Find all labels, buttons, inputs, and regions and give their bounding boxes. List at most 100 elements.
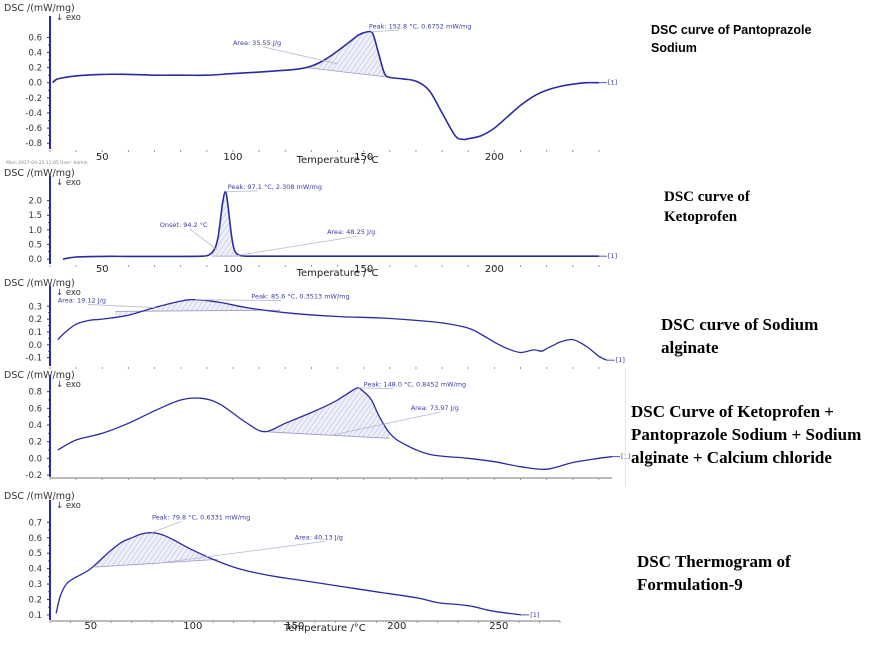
y-tick-label: 0.0 <box>28 341 42 351</box>
x-tick-label: 200 <box>387 621 406 632</box>
annotation-label: Peak: 148.0 °C, 0.8452 mW/mg <box>364 381 467 389</box>
x-tick-label: 150 <box>285 621 304 632</box>
annotation-label: Peak: 85.6 °C, 0.3513 mW/mg <box>251 293 349 301</box>
caption-sodium-alginate: DSC curve of Sodium alginate <box>661 315 819 357</box>
exo-direction-label: ↓ exo <box>56 501 81 511</box>
mixture-panel-border <box>625 368 626 486</box>
x-tick-label: 50 <box>84 621 97 632</box>
y-tick-label: -0.2 <box>25 94 42 104</box>
annotation-label: Peak: 79.8 °C, 0.6331 mW/mg <box>152 513 250 521</box>
integrated-peak-area <box>94 532 218 568</box>
peak-baseline <box>306 67 385 78</box>
annotation-leader-line <box>370 29 399 33</box>
x-tick-label: 100 <box>223 152 242 163</box>
y-tick-label: 0.6 <box>28 534 42 544</box>
dsc-curve <box>57 298 608 361</box>
y-tick-label: 2.0 <box>28 197 42 207</box>
dsc-chart-pantoprazole: DSC /(mW/mg)↓ exo 0.6 0.4 0.2 0.0 -0.2 -0.4 -0.… <box>4 3 617 166</box>
y-tick-label: 0.0 <box>28 454 42 464</box>
caption-mixture: DSC Curve of Ketoprofen + Pantoprazole S… <box>631 402 862 467</box>
annotation-label: Area: 40.13 J/g <box>295 533 343 541</box>
exo-direction-label: ↓ exo <box>56 380 81 390</box>
y-tick-label: 0.3 <box>28 580 42 590</box>
annotation-leader-line <box>189 228 219 251</box>
y-tick-label: -0.6 <box>25 124 42 134</box>
y-tick-label: 0.2 <box>28 595 42 605</box>
annotation-label: Area: 48.25 J/g <box>327 228 375 236</box>
dsc-curve <box>52 30 599 141</box>
annotation-leader-line <box>87 304 155 308</box>
annotation-leader-line <box>262 46 338 65</box>
dsc-panel-formulation-9: DSC /(mW/mg) ↓ exo 0.7 0.6 0.5 0.4 0.3 0.2 0.1 50… <box>0 488 620 646</box>
y-tick-label: 0.4 <box>28 421 42 431</box>
dsc-curve <box>55 532 522 616</box>
y-tick-label: 1.5 <box>28 211 42 221</box>
y-tick-label: 0.5 <box>28 240 42 250</box>
series-end-label: [1] <box>616 356 625 364</box>
dsc-panel-ketoprofen: DSC /(mW/mg) ↓ exo 2.0 1.5 1.0 0.5 0.0 50 100 150… <box>0 166 620 279</box>
annotation-leader-line <box>232 235 358 257</box>
y-tick-label: -0.2 <box>25 471 42 481</box>
integrated-peak-area <box>115 299 281 318</box>
y-tick-label: 0.6 <box>28 404 42 414</box>
y-tick-label: 0.4 <box>28 565 42 575</box>
dsc-chart-mixture: DSC /(mW/mg)↓ exo 0.8 0.6 0.4 0.2 0.0 -0.2 Peak… <box>4 370 630 481</box>
peak-baseline <box>264 431 390 439</box>
y-axis-title: DSC /(mW/mg) <box>4 3 75 14</box>
x-tick-label: 100 <box>223 264 242 275</box>
exo-direction-label: ↓ exo <box>56 13 81 23</box>
y-tick-label: 0.2 <box>28 315 42 325</box>
integrated-peak-area <box>264 387 390 439</box>
y-tick-label: -0.8 <box>25 139 42 149</box>
y-tick-label: 0.8 <box>28 388 42 398</box>
y-tick-label: -0.1 <box>25 354 42 364</box>
annotation-leader-line <box>225 190 258 193</box>
x-tick-label: 200 <box>485 152 504 163</box>
annotation-label: Area: 73.97 J/g <box>411 404 459 412</box>
annotation-leader-line <box>151 540 325 565</box>
annotation-leader-line <box>195 299 282 301</box>
caption-ketoprofen: DSC curve of Ketoprofen <box>664 189 750 225</box>
x-tick-label: 250 <box>489 621 508 632</box>
y-tick-label: 0.0 <box>28 79 42 89</box>
annotation-leader-line <box>332 411 441 436</box>
annotation-label: Peak: 97.1 °C, 2.308 mW/mg <box>228 183 322 191</box>
series-end-label: [1] <box>608 79 617 87</box>
y-tick-label: 0.5 <box>28 549 42 559</box>
annotation-leader-line <box>358 387 394 390</box>
dsc-panel-pantoprazole: DSC /(mW/mg) ↓ exo 0.6 0.4 0.2 0.0 -0.2 -0.4 -0.… <box>0 0 620 170</box>
y-tick-label: 0.0 <box>28 255 42 265</box>
exo-direction-label: ↓ exo <box>56 288 81 298</box>
annotation-label: Area: 35.55 J/g <box>233 39 281 47</box>
y-axis-title: DSC /(mW/mg) <box>4 491 75 502</box>
y-axis-title: DSC /(mW/mg) <box>4 370 75 381</box>
caption-pantoprazole: DSC curve of Pantoprazole Sodium <box>651 23 812 55</box>
y-axis-title: DSC /(mW/mg) <box>4 278 75 289</box>
dsc-panel-mixture: DSC /(mW/mg) ↓ exo 0.8 0.6 0.4 0.2 0.0 -0.2 Peak… <box>0 368 630 488</box>
dsc-chart-ketoprofen: DSC /(mW/mg)↓ exo 2.0 1.5 1.0 0.5 0.0 50 100 150… <box>4 168 617 279</box>
y-tick-label: -0.4 <box>25 109 42 119</box>
x-axis-title: Temperature /°C <box>296 155 379 166</box>
caption-formulation-9: DSC Thermogram of Formulation-9 <box>637 552 791 594</box>
x-axis-title: Temperature /°C <box>296 268 379 279</box>
integrated-peak-area <box>212 192 244 257</box>
y-tick-label: 0.1 <box>28 611 42 621</box>
series-end-label: [1] <box>608 252 617 260</box>
annotation-label: Peak: 152.8 °C, 0.6752 mW/mg <box>369 22 472 30</box>
y-tick-label: 0.7 <box>28 518 42 528</box>
y-axis-title: DSC /(mW/mg) <box>4 168 75 179</box>
dsc-curve <box>57 387 613 470</box>
y-tick-label: 0.1 <box>28 328 42 338</box>
x-tick-label: 50 <box>96 264 109 275</box>
y-tick-label: 0.2 <box>28 64 42 74</box>
dsc-chart-sodium-alginate: DSC /(mW/mg)↓ exo 0.3 0.2 0.1 0.0 -0.1 Peak: 8… <box>4 278 625 369</box>
y-tick-label: 0.2 <box>28 438 42 448</box>
integrated-peak-area <box>306 32 385 77</box>
annotation-label: Area: 19.12 J/g <box>58 296 106 304</box>
x-tick-label: 150 <box>354 264 373 275</box>
y-tick-label: 0.6 <box>28 33 42 43</box>
annotation-label: Onset: 94.2 °C <box>160 221 208 229</box>
y-tick-label: 1.0 <box>28 226 42 236</box>
series-end-label: [1] <box>530 611 539 619</box>
x-tick-label: 100 <box>183 621 202 632</box>
